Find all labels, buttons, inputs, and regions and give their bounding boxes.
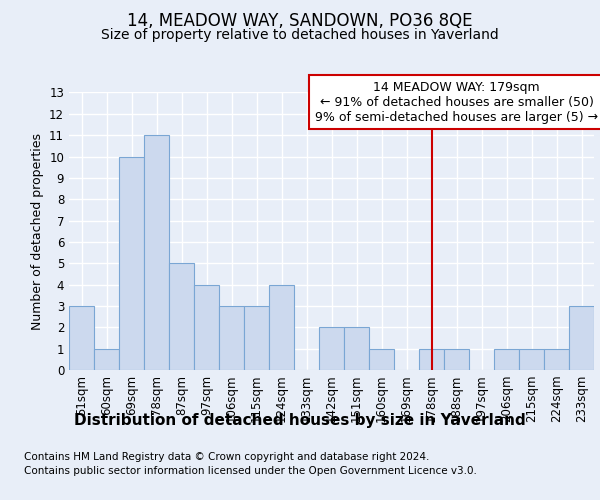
Bar <box>219 306 244 370</box>
Bar <box>319 328 344 370</box>
Bar <box>119 156 144 370</box>
Text: Size of property relative to detached houses in Yaverland: Size of property relative to detached ho… <box>101 28 499 42</box>
Bar <box>344 328 369 370</box>
Bar <box>244 306 269 370</box>
Bar <box>269 284 294 370</box>
Bar <box>494 348 519 370</box>
Bar <box>94 348 119 370</box>
Bar <box>144 135 169 370</box>
Bar <box>569 306 594 370</box>
Bar <box>444 348 469 370</box>
Text: Contains HM Land Registry data © Crown copyright and database right 2024.: Contains HM Land Registry data © Crown c… <box>24 452 430 462</box>
Text: 14, MEADOW WAY, SANDOWN, PO36 8QE: 14, MEADOW WAY, SANDOWN, PO36 8QE <box>127 12 473 30</box>
Bar <box>69 306 94 370</box>
Bar <box>169 264 194 370</box>
Bar <box>519 348 544 370</box>
Bar <box>419 348 444 370</box>
Bar <box>194 284 219 370</box>
Bar <box>544 348 569 370</box>
Text: Contains public sector information licensed under the Open Government Licence v3: Contains public sector information licen… <box>24 466 477 476</box>
Text: Distribution of detached houses by size in Yaverland: Distribution of detached houses by size … <box>74 412 526 428</box>
Text: 14 MEADOW WAY: 179sqm
← 91% of detached houses are smaller (50)
9% of semi-detac: 14 MEADOW WAY: 179sqm ← 91% of detached … <box>315 80 598 124</box>
Y-axis label: Number of detached properties: Number of detached properties <box>31 132 44 330</box>
Bar <box>369 348 394 370</box>
